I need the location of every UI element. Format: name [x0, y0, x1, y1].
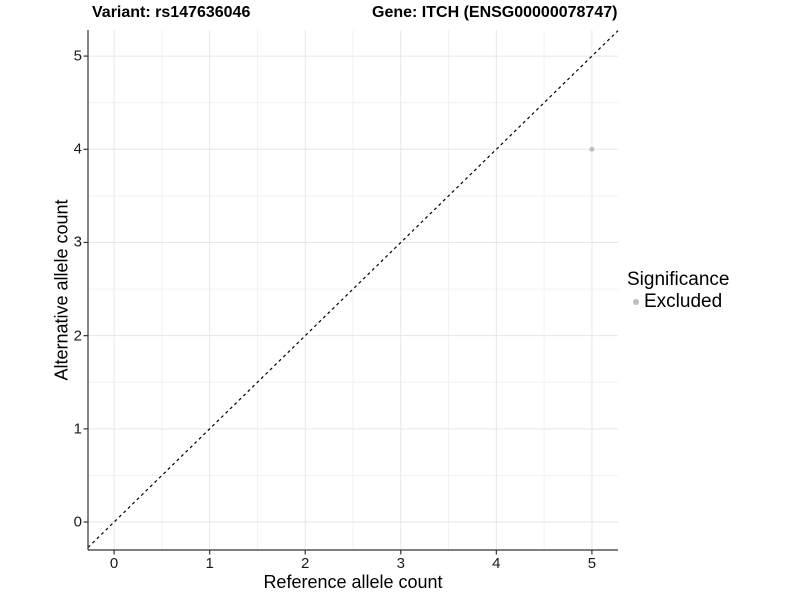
y-tick-label: 5 — [73, 47, 82, 65]
legend: Significance Excluded — [627, 270, 729, 312]
y-tick-label: 1 — [73, 420, 82, 438]
legend-point-icon — [633, 299, 639, 305]
x-tick-label: 5 — [587, 555, 597, 572]
y-tick-label: 3 — [73, 233, 82, 251]
x-tick-label: 4 — [492, 555, 501, 572]
x-tick-label: 2 — [301, 555, 310, 572]
gene-title: Gene: ITCH (ENSG00000078747) — [372, 4, 618, 21]
legend-item-label: Excluded — [644, 291, 723, 312]
y-axis-title: Alternative allele count — [51, 199, 72, 381]
x-axis-title: Reference allele count — [263, 572, 443, 592]
legend-title: Significance — [627, 269, 730, 290]
data-point — [589, 146, 595, 152]
x-tick-label: 3 — [396, 555, 405, 572]
x-tick-label: 0 — [109, 555, 119, 572]
legend-item-excluded: Excluded — [627, 292, 729, 312]
y-tick-label: 4 — [73, 140, 82, 158]
x-tick-label: 1 — [205, 555, 214, 572]
variant-title: Variant: rs147636046 — [92, 4, 251, 21]
y-tick-label: 2 — [73, 327, 82, 345]
y-tick-label: 0 — [73, 513, 82, 531]
